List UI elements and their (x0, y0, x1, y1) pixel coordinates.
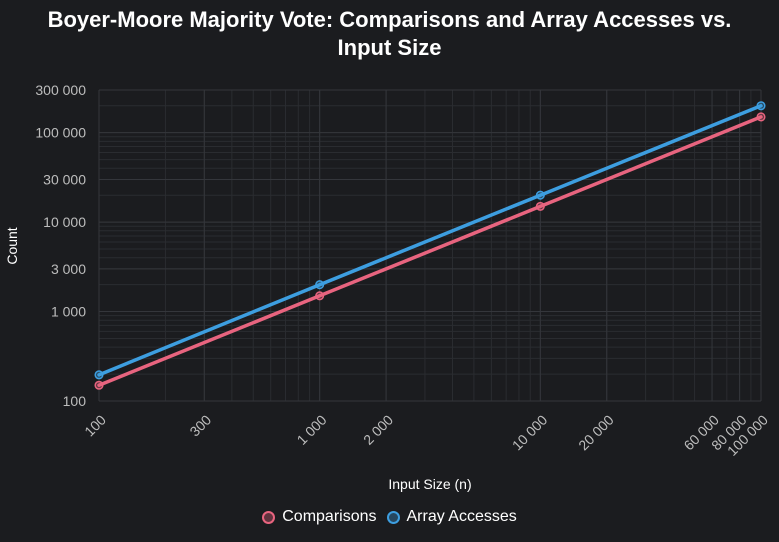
series-line-1 (97, 104, 763, 377)
series-line-0 (97, 115, 763, 388)
legend-item-array-accesses[interactable]: Array Accesses (386, 508, 517, 526)
data-point[interactable] (315, 280, 325, 290)
legend-label-comparisons: Comparisons (282, 508, 377, 525)
legend-label-array-accesses: Array Accesses (406, 508, 517, 525)
x-tick-label: 1 000 (294, 412, 330, 448)
data-point[interactable] (315, 291, 325, 301)
grid-lines (98, 89, 762, 402)
data-point[interactable] (756, 112, 766, 122)
data-point[interactable] (756, 101, 766, 111)
y-axis-ticks: 100 1 000 3 000 10 000 30 000 100 000 300 000 (35, 82, 86, 409)
x-tick-label: 100 (81, 412, 109, 440)
y-tick-label: 3 000 (51, 261, 86, 277)
legend-swatch-array-accesses (386, 510, 400, 524)
chart-title: Boyer-Moore Majority Vote: Comparisons a… (0, 6, 779, 62)
x-tick-label: 2 000 (360, 412, 396, 448)
chart-title-line-1: Boyer-Moore Majority Vote: Comparisons a… (47, 7, 732, 32)
y-tick-label: 100 (63, 393, 87, 409)
y-tick-label: 1 000 (51, 304, 86, 320)
x-tick-label: 10 000 (509, 412, 551, 454)
data-point[interactable] (94, 370, 104, 380)
chart-title-line-2: Input Size (337, 35, 442, 60)
legend-item-comparisons[interactable]: Comparisons (262, 508, 377, 526)
series-lines (94, 101, 766, 390)
data-point[interactable] (535, 201, 545, 211)
x-axis-label: Input Size (n) (388, 476, 471, 492)
y-tick-label: 10 000 (43, 214, 86, 230)
y-tick-label: 300 000 (35, 82, 86, 98)
legend: Comparisons Array Accesses (0, 508, 779, 526)
data-point[interactable] (94, 380, 104, 390)
y-tick-label: 100 000 (35, 125, 86, 141)
data-point[interactable] (535, 190, 545, 200)
y-tick-label: 30 000 (43, 171, 86, 187)
x-tick-label: 300 (186, 412, 214, 440)
y-axis-label: Count (4, 227, 20, 264)
x-tick-label: 20 000 (575, 412, 617, 454)
legend-swatch-comparisons (262, 510, 276, 524)
